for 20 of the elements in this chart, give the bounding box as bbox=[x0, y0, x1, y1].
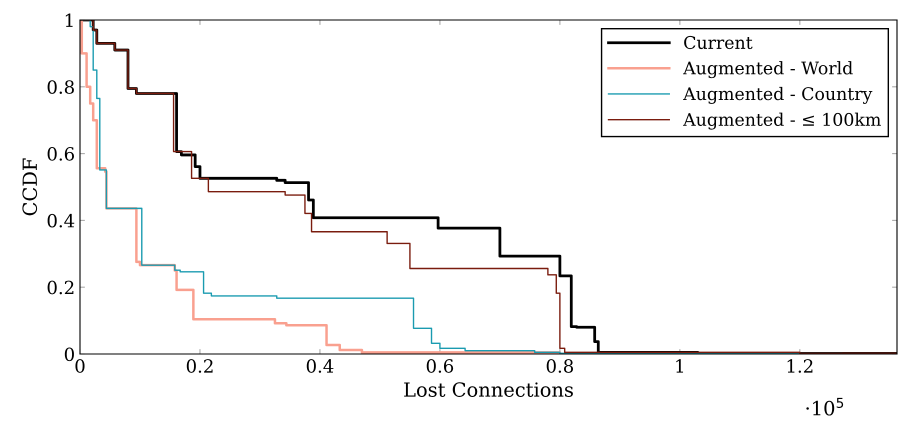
legend-label: Augmented - World bbox=[683, 61, 853, 78]
y-axis-title: CCDF bbox=[22, 158, 38, 216]
legend-label: Augmented - ≤ 100km bbox=[683, 112, 881, 130]
legend-label: Current bbox=[684, 36, 753, 50]
x-tick-label: 0 bbox=[75, 359, 85, 373]
x-axis-title: Lost Connections bbox=[404, 382, 573, 397]
y-tick-label: 0.4 bbox=[48, 214, 74, 228]
y-tick-label: 1 bbox=[66, 13, 73, 27]
text: ·10$^{5}$ bbox=[806, 398, 844, 416]
x-tick-label: 0.2 bbox=[186, 359, 213, 373]
x-tick-label: 0.6 bbox=[426, 359, 454, 373]
x-tick-label: 0.4 bbox=[306, 359, 334, 373]
x-tick-label: 1 bbox=[676, 359, 684, 373]
x-tick-label: 0.8 bbox=[546, 359, 574, 373]
y-tick-label: 0.2 bbox=[48, 280, 74, 294]
y-tick-label: 0.6 bbox=[48, 147, 74, 161]
x-tick-label: 1.2 bbox=[788, 359, 812, 373]
y-tick-label: 0.8 bbox=[48, 80, 74, 94]
legend-label: Augmented - Country bbox=[683, 86, 872, 104]
y-tick-label: 0 bbox=[64, 347, 74, 362]
